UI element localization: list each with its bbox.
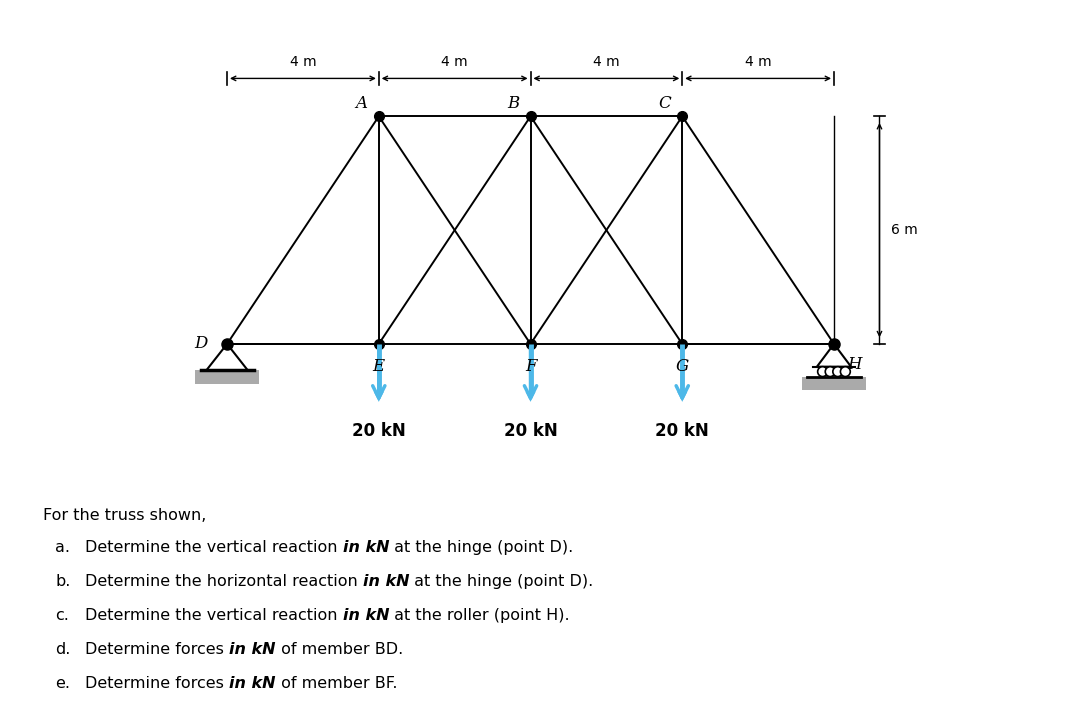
Polygon shape (206, 344, 248, 371)
Text: of member BF.: of member BF. (275, 676, 397, 691)
Text: e.: e. (55, 676, 70, 691)
Circle shape (833, 367, 842, 376)
Text: at the hinge (point D).: at the hinge (point D). (409, 574, 594, 589)
Text: H: H (848, 356, 862, 373)
Text: 4 m: 4 m (745, 55, 771, 69)
Circle shape (818, 367, 827, 376)
Text: Determine the vertical reaction: Determine the vertical reaction (85, 608, 342, 623)
Text: Determine the vertical reaction: Determine the vertical reaction (85, 540, 342, 555)
Text: d.: d. (55, 642, 70, 657)
Text: in kN: in kN (342, 608, 389, 623)
Text: in kN: in kN (342, 540, 389, 555)
Text: D: D (193, 336, 207, 352)
Polygon shape (816, 344, 851, 367)
Text: 6 m: 6 m (891, 223, 918, 237)
Text: C: C (659, 95, 672, 111)
Circle shape (825, 367, 835, 376)
Bar (801, 376, 866, 389)
Text: For the truss shown,: For the truss shown, (43, 508, 206, 523)
Bar (194, 371, 259, 384)
Text: b.: b. (55, 574, 70, 589)
Circle shape (840, 367, 850, 376)
Text: 20 kN: 20 kN (352, 422, 406, 440)
Text: B: B (508, 95, 519, 111)
Text: G: G (676, 358, 689, 375)
Text: in kN: in kN (229, 642, 275, 657)
Text: 20 kN: 20 kN (503, 422, 557, 440)
Text: at the roller (point H).: at the roller (point H). (389, 608, 570, 623)
Text: 4 m: 4 m (593, 55, 620, 69)
Text: 4 m: 4 m (289, 55, 316, 69)
Text: F: F (525, 358, 537, 375)
Text: at the hinge (point D).: at the hinge (point D). (389, 540, 573, 555)
Text: 20 kN: 20 kN (656, 422, 710, 440)
Text: Determine the horizontal reaction: Determine the horizontal reaction (85, 574, 363, 589)
Text: in kN: in kN (363, 574, 409, 589)
Text: in kN: in kN (229, 676, 275, 691)
Text: E: E (373, 358, 384, 375)
Text: Determine forces: Determine forces (85, 676, 229, 691)
Text: A: A (355, 95, 367, 111)
Text: Determine forces: Determine forces (85, 642, 229, 657)
Text: c.: c. (55, 608, 69, 623)
Text: of member BD.: of member BD. (275, 642, 403, 657)
Text: a.: a. (55, 540, 70, 555)
Text: 4 m: 4 m (442, 55, 468, 69)
